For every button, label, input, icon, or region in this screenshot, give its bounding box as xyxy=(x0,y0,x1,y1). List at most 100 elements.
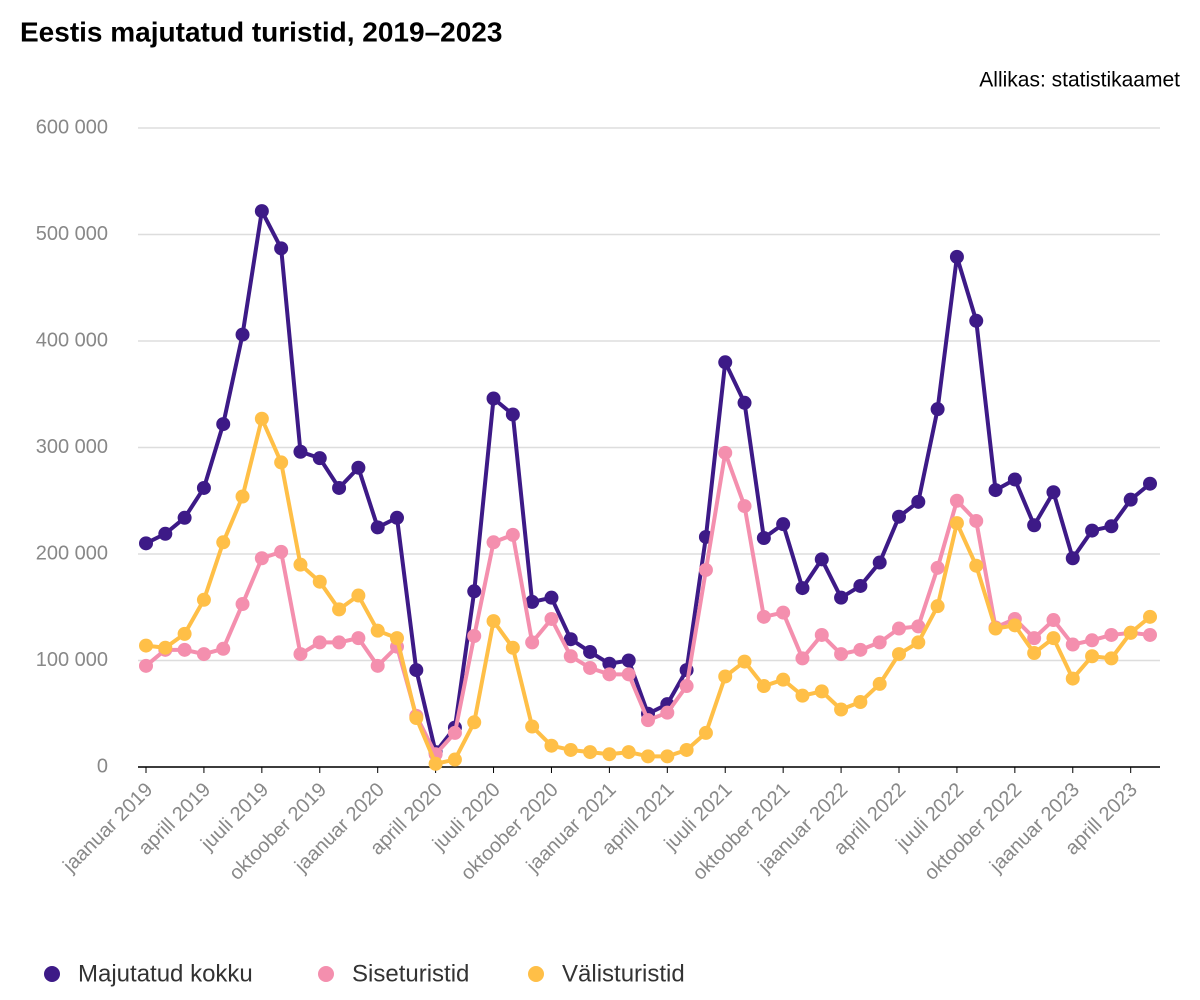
point xyxy=(737,499,752,514)
point xyxy=(216,417,231,432)
point xyxy=(447,725,462,740)
point xyxy=(602,667,617,682)
point xyxy=(1007,472,1022,487)
point xyxy=(177,626,192,641)
point xyxy=(293,557,308,572)
point xyxy=(332,602,347,617)
point xyxy=(679,742,694,757)
point xyxy=(1046,485,1061,500)
point xyxy=(872,635,887,650)
y-tick-label: 100 000 xyxy=(36,649,108,671)
point xyxy=(525,635,540,650)
point xyxy=(486,391,501,406)
point xyxy=(428,756,443,771)
point xyxy=(274,241,289,256)
point xyxy=(949,493,964,508)
point xyxy=(853,642,868,657)
point xyxy=(351,460,366,475)
point xyxy=(563,742,578,757)
point xyxy=(814,684,829,699)
point xyxy=(332,635,347,650)
point xyxy=(949,516,964,531)
point xyxy=(312,574,327,589)
point xyxy=(525,594,540,609)
point xyxy=(892,509,906,524)
point xyxy=(235,327,250,342)
point xyxy=(158,640,173,655)
point xyxy=(660,705,675,720)
point xyxy=(949,249,964,264)
y-tick-label: 600 000 xyxy=(36,116,108,138)
point xyxy=(969,558,984,573)
point xyxy=(467,584,482,599)
point xyxy=(409,663,424,678)
legend-marker xyxy=(528,966,544,982)
source: Allikas: statistikaamet xyxy=(979,69,1180,92)
point xyxy=(834,590,849,605)
point xyxy=(139,638,153,653)
point xyxy=(641,749,655,764)
point xyxy=(776,517,791,532)
point xyxy=(583,644,598,659)
point xyxy=(1085,649,1100,664)
point xyxy=(139,658,153,673)
chart-title: Eestis majutatud turistid, 2019–2023 xyxy=(20,16,502,47)
point xyxy=(1065,551,1080,566)
point xyxy=(583,660,598,675)
point xyxy=(621,745,636,760)
point xyxy=(776,605,791,620)
point xyxy=(563,649,578,664)
point xyxy=(756,679,771,694)
point xyxy=(196,480,211,495)
point xyxy=(930,402,945,417)
point xyxy=(1065,637,1080,652)
point xyxy=(177,510,192,525)
point xyxy=(351,631,366,646)
point xyxy=(544,590,559,605)
point xyxy=(930,560,945,575)
point xyxy=(988,621,1003,636)
point xyxy=(930,599,945,614)
point xyxy=(583,745,598,760)
point xyxy=(235,597,250,612)
point xyxy=(621,667,636,682)
point xyxy=(312,451,327,466)
point xyxy=(853,578,868,593)
y-tick-label: 400 000 xyxy=(36,329,108,351)
point xyxy=(1143,627,1157,642)
point xyxy=(525,719,540,734)
point xyxy=(293,444,308,459)
point xyxy=(390,631,404,646)
point xyxy=(679,679,694,694)
point xyxy=(1027,646,1042,661)
point xyxy=(737,395,752,410)
point xyxy=(332,480,347,495)
point xyxy=(312,635,327,650)
point xyxy=(641,713,655,728)
point xyxy=(872,555,887,570)
point xyxy=(293,647,308,662)
point xyxy=(1143,609,1157,624)
point xyxy=(370,658,385,673)
point xyxy=(158,526,173,541)
point xyxy=(1123,625,1138,640)
point xyxy=(370,520,385,535)
point xyxy=(718,669,733,684)
legend-label: Siseturistid xyxy=(352,960,469,987)
x-tick-label: jaanuar 2019 xyxy=(58,779,157,878)
point xyxy=(756,531,771,546)
point xyxy=(892,647,906,662)
point xyxy=(505,527,520,542)
point xyxy=(216,641,231,656)
legend-label: Majutatud kokku xyxy=(78,960,253,987)
point xyxy=(254,551,269,566)
point xyxy=(177,642,192,657)
point xyxy=(216,535,231,550)
point xyxy=(718,355,733,370)
point xyxy=(196,592,211,607)
y-tick-label: 300 000 xyxy=(36,436,108,458)
point xyxy=(351,588,366,603)
point xyxy=(390,510,404,525)
point xyxy=(969,513,984,528)
